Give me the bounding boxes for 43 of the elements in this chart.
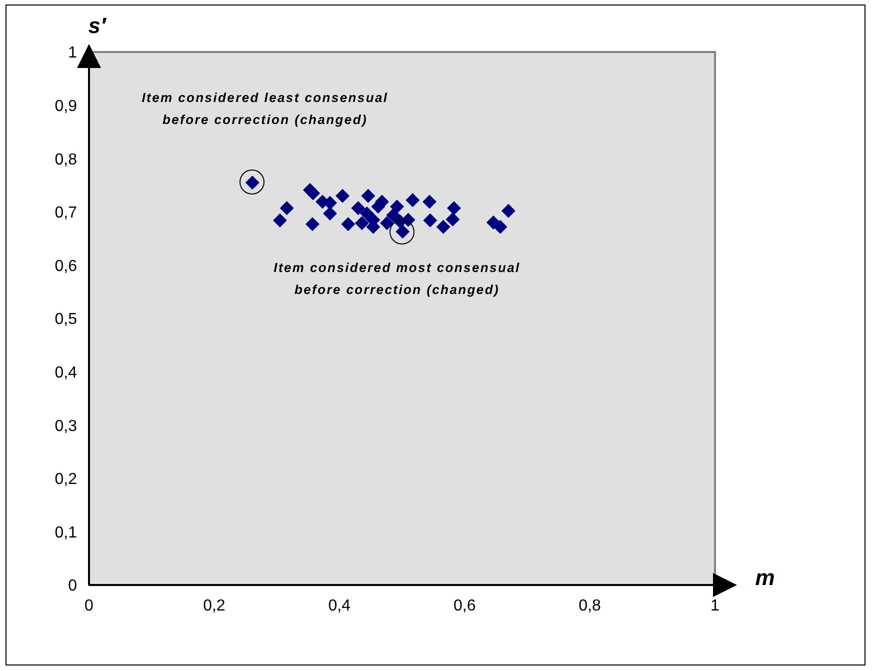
point (341, 217, 356, 232)
point (351, 201, 366, 216)
x-tick-label: 0,2 (203, 597, 226, 614)
x-tick-label: 0 (84, 597, 94, 614)
point (306, 186, 320, 200)
point (360, 206, 374, 220)
point (493, 220, 508, 234)
point (361, 188, 376, 203)
point (323, 206, 338, 220)
point (501, 204, 516, 218)
point (305, 217, 320, 232)
point (336, 188, 350, 203)
y-tick-label: 0,3 (54, 418, 78, 435)
y-tick-label: 0,5 (54, 311, 78, 328)
y-tick-label: 0,2 (54, 471, 78, 488)
y-tick-label: 0 (68, 578, 78, 595)
annotation: Item considered least consensual before correction (changed) (142, 90, 388, 127)
point (272, 213, 287, 228)
point (446, 201, 461, 216)
y-tick-label: 0,1 (54, 524, 78, 542)
y-tick-label: 0,7 (54, 204, 78, 222)
y-tick-label: 1 (68, 44, 78, 62)
y-axis-title: s′ (88, 13, 108, 38)
x-tick-label: 1 (710, 597, 720, 614)
annotation: Item considered most consensual before correction (changed) (274, 260, 520, 297)
point (354, 216, 369, 230)
x-tick-label: 0,4 (328, 597, 351, 614)
point (406, 193, 420, 208)
point (390, 200, 404, 214)
point (380, 216, 394, 230)
point (422, 194, 437, 209)
x-axis-title: m (755, 565, 775, 590)
point (423, 213, 438, 228)
y-tick-label: 0,9 (54, 98, 78, 115)
y-tick-label: 0,8 (54, 151, 78, 168)
y-tick-label: 0,4 (54, 364, 78, 382)
point (436, 220, 450, 234)
point (280, 201, 294, 216)
point (446, 212, 460, 226)
x-tick-label: 0,6 (453, 597, 476, 614)
point (386, 208, 400, 222)
y-tick-label: 0,6 (54, 258, 78, 275)
x-tick-label: 0,8 (578, 597, 602, 614)
